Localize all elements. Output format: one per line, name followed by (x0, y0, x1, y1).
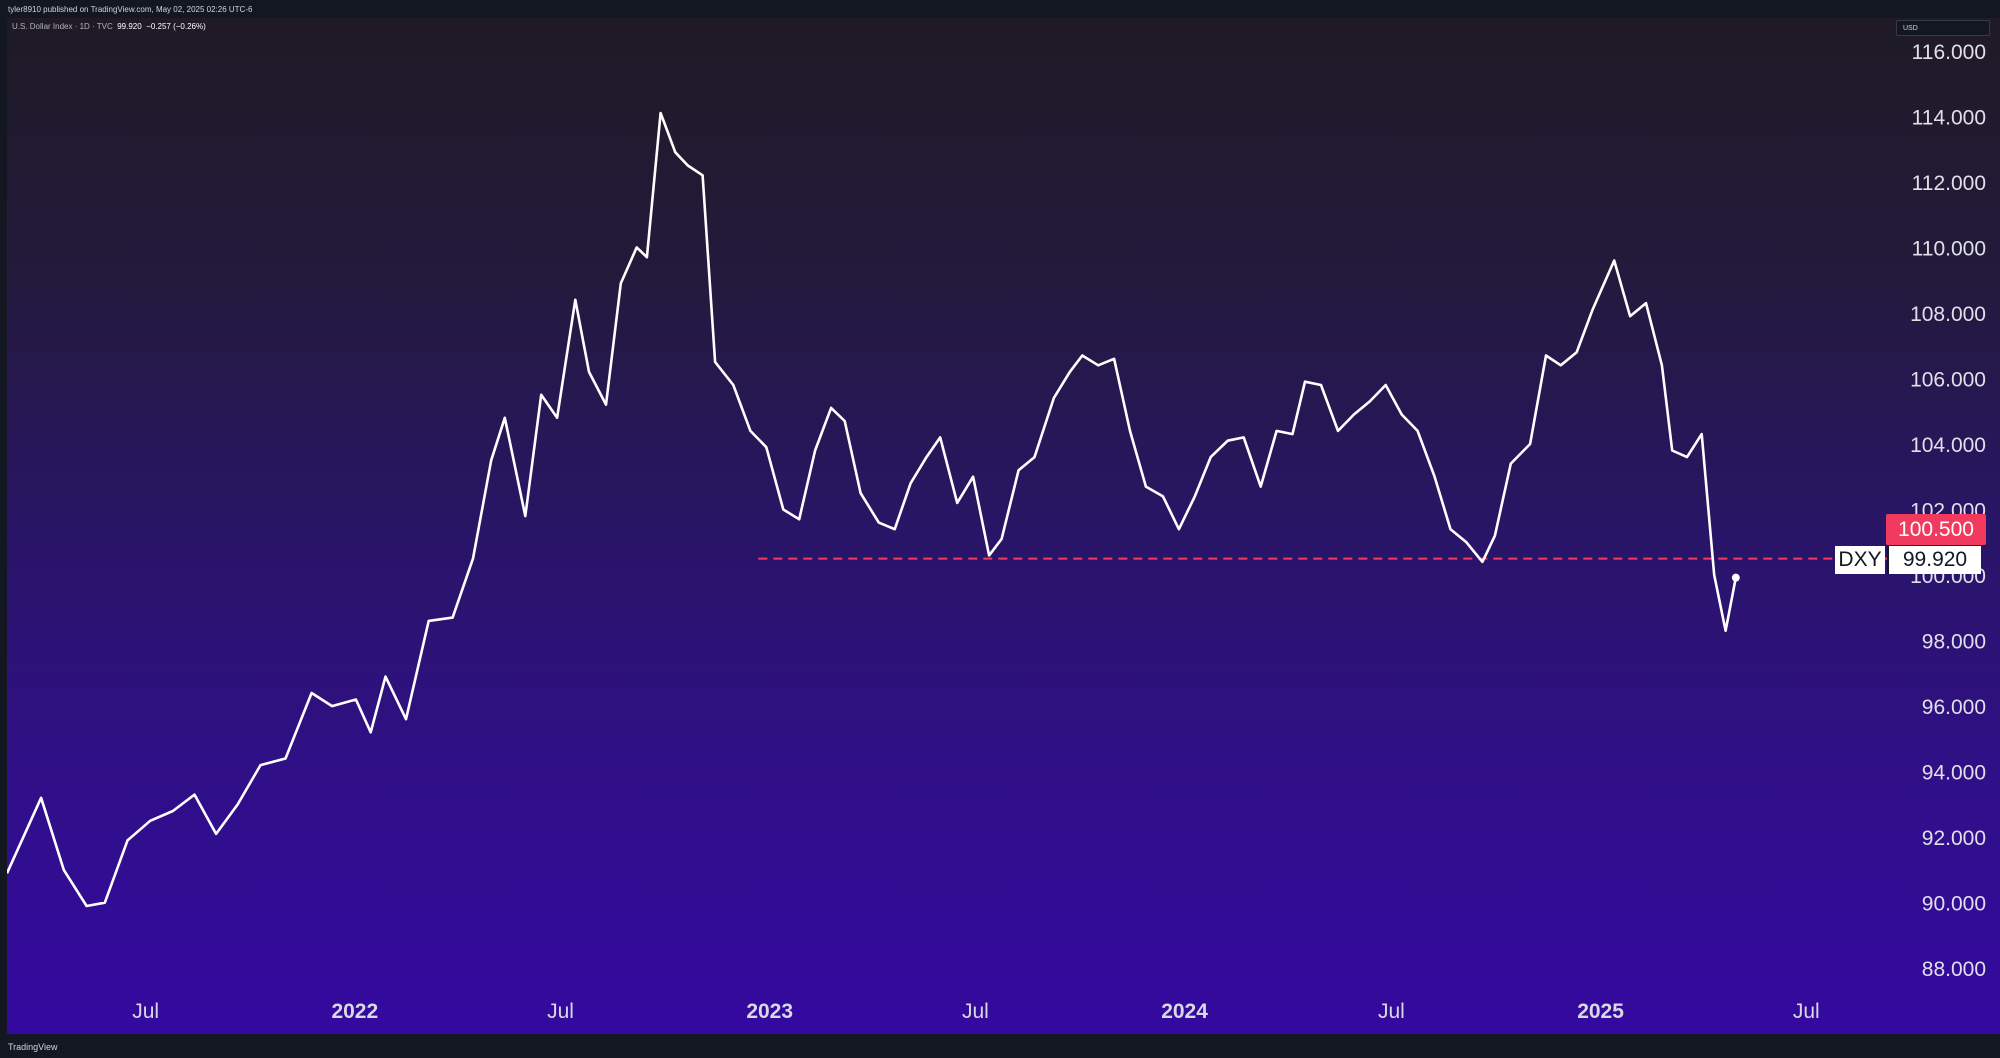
x-tick-label: Jul (962, 1000, 989, 1023)
legend-symbol: U.S. Dollar Index · 1D · TVC (12, 22, 113, 31)
x-tick-label: Jul (1378, 1000, 1405, 1023)
y-tick-label: 90.000 (1922, 893, 1986, 916)
x-tick-label: 2025 (1577, 1000, 1624, 1023)
series-line-dxy (7, 111, 1738, 908)
y-tick-label: 116.000 (1912, 41, 1986, 64)
footer-bar: TradingView (0, 1034, 2000, 1058)
y-tick-label: 92.000 (1922, 827, 1986, 850)
y-tick-label: 98.000 (1922, 631, 1986, 654)
y-tick-label: 88.000 (1922, 958, 1986, 981)
y-tick-label: 96.000 (1922, 696, 1986, 719)
publisher-text: tyler8910 published on TradingView.com, … (8, 5, 253, 14)
y-tick-label: 112.000 (1912, 172, 1986, 195)
y-tick-label: 110.000 (1912, 237, 1986, 260)
x-tick-label: 2022 (331, 1000, 378, 1023)
last-price-tag: 99.920 (1887, 546, 1981, 574)
y-tick-label: 94.000 (1922, 762, 1986, 785)
currency-selector[interactable]: USD (1896, 20, 1990, 36)
legend-last: 99.920 (117, 22, 142, 31)
y-axis: 88.00090.00092.00094.00096.00098.000100.… (1910, 41, 1986, 981)
x-tick-label: 2024 (1161, 1000, 1208, 1023)
tradingview-logo: TradingView (8, 1042, 58, 1052)
symbol-legend: U.S. Dollar Index · 1D · TVC 99.920 −0.2… (12, 22, 206, 31)
y-tick-label: 108.000 (1910, 303, 1986, 326)
last-price-marker (1731, 573, 1740, 582)
publisher-bar: tyler8910 published on TradingView.com, … (0, 0, 2000, 18)
x-tick-label: Jul (132, 1000, 159, 1023)
x-tick-label: Jul (547, 1000, 574, 1023)
price-chart[interactable]: 88.000 90.000 92.000 94.000 96.000 98.000 100.… (7, 18, 2000, 1034)
x-tick-label: Jul (1793, 1000, 1820, 1023)
level-price-label: 100.500 (1886, 514, 1986, 545)
symbol-price-tag: DXY (1835, 546, 1885, 574)
legend-change: −0.257 (−0.26%) (146, 22, 206, 31)
x-axis: Jul 2022 Jul 2023 Jul 2024 Jul 2025 Jul (132, 1000, 1819, 1023)
y-tick-label: 104.000 (1910, 434, 1986, 457)
y-tick-label: 114.000 (1912, 106, 1986, 129)
x-tick-label: 2023 (746, 1000, 793, 1023)
chart-area[interactable]: 88.000 90.000 92.000 94.000 96.000 98.000 100.… (7, 18, 2000, 1034)
y-tick-label: 106.000 (1910, 368, 1986, 391)
